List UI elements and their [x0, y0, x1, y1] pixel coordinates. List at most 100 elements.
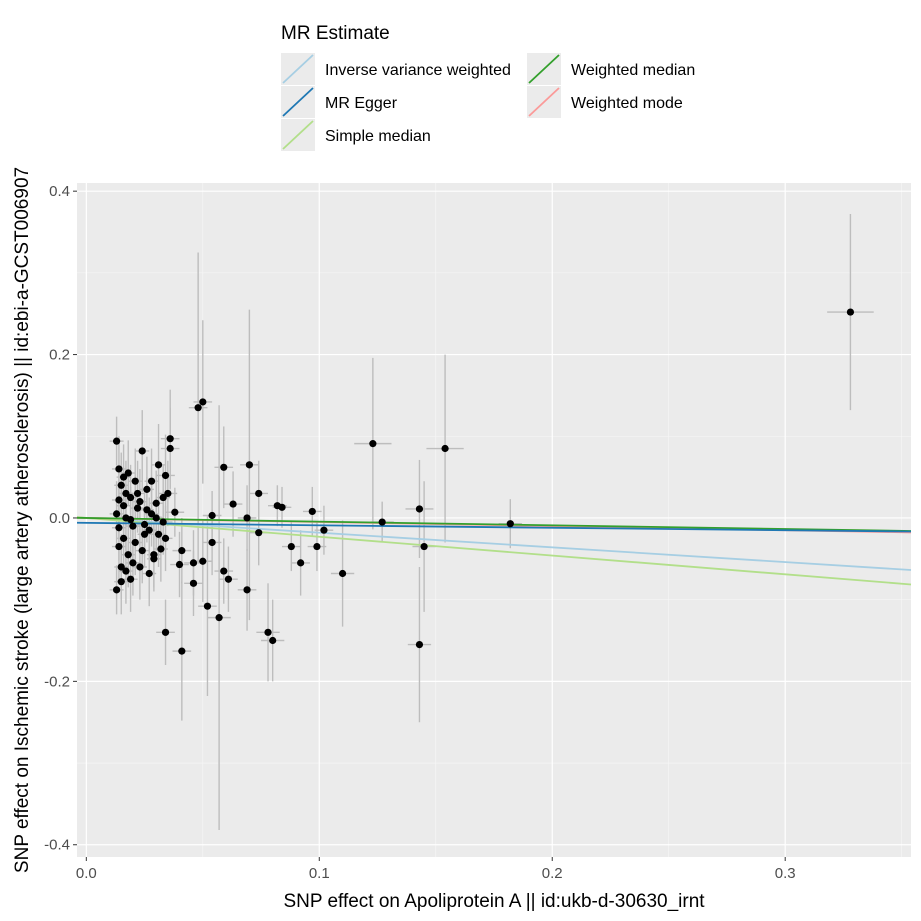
snp-point	[115, 496, 123, 504]
snp-point	[313, 542, 321, 551]
snp-point	[159, 518, 167, 526]
snp-point	[154, 461, 163, 469]
x-axis: 0.0 0.1 0.2 0.3	[76, 857, 796, 882]
snp-point	[150, 555, 158, 563]
snp-point	[136, 563, 144, 571]
snp-point	[338, 569, 347, 578]
snp-point	[113, 437, 121, 445]
snp-point	[115, 465, 123, 473]
y-axis-title: SNP effect on Ischemic stroke (large art…	[12, 167, 33, 873]
snp-point	[124, 551, 132, 559]
snp-point	[117, 578, 125, 586]
snp-point	[208, 538, 216, 547]
snp-point	[145, 569, 153, 578]
snp-point	[157, 545, 165, 553]
snp-point	[178, 647, 186, 655]
snp-point	[441, 444, 449, 453]
mr-estimate-lines	[76, 516, 912, 586]
snp-point	[846, 308, 855, 316]
snp-point	[133, 504, 142, 512]
minor-gridlines	[77, 183, 911, 857]
snp-point	[117, 563, 125, 571]
snp-point	[166, 435, 174, 443]
snp-point	[115, 542, 123, 551]
snp-point	[161, 534, 170, 542]
legend-line-swatch	[528, 87, 560, 117]
legend-item-inverse-variance-weighted: Inverse variance weighted	[281, 53, 511, 85]
snp-points	[113, 308, 855, 655]
snp-point	[129, 522, 137, 530]
legend-item-simple-median: Simple median	[281, 119, 431, 151]
snp-point	[147, 510, 156, 518]
snp-point	[171, 508, 179, 516]
snp-point	[194, 404, 202, 412]
legend-item-weighted-mode: Weighted mode	[527, 86, 683, 118]
legend-title: MR Estimate	[281, 23, 390, 44]
snp-point	[255, 489, 263, 498]
legend-label: Simple median	[325, 128, 431, 145]
snp-point	[131, 538, 139, 547]
snp-point	[269, 636, 277, 645]
major-gridlines	[77, 183, 911, 857]
legend-label: Inverse variance weighted	[325, 62, 511, 79]
snp-point	[115, 524, 123, 532]
snp-point	[287, 542, 295, 551]
snp-point	[378, 518, 386, 526]
snp-point	[124, 469, 132, 477]
legend-line-swatch	[528, 54, 560, 84]
snp-point	[189, 579, 198, 587]
y-tick-label: 0.0	[49, 510, 70, 527]
legend: MR Estimate Inverse variance weighted Wei…	[281, 23, 695, 151]
snp-point	[159, 493, 167, 502]
snp-point	[164, 489, 172, 498]
snp-point	[308, 507, 316, 516]
snp-point	[243, 514, 251, 522]
snp-point	[220, 463, 228, 471]
snp-point	[126, 493, 135, 502]
snp-point	[119, 473, 128, 481]
y-tick-label: 0.2	[49, 347, 70, 364]
snp-point	[229, 500, 237, 508]
y-tick-label: 0.4	[49, 183, 70, 200]
snp-point	[415, 640, 424, 649]
snp-point	[243, 586, 251, 594]
snp-point	[117, 481, 125, 489]
snp-point	[138, 547, 146, 555]
snp-point	[136, 498, 144, 506]
snp-point	[189, 559, 198, 567]
snp-point	[138, 447, 146, 455]
snp-point	[161, 471, 170, 480]
snp-point	[369, 440, 377, 448]
snp-point	[131, 477, 139, 485]
snp-point	[143, 485, 151, 493]
snp-point	[224, 575, 233, 583]
fit-line-weighted-median	[76, 516, 912, 532]
x-tick-label: 0.1	[309, 865, 330, 882]
snp-point	[320, 526, 328, 534]
snp-point	[140, 530, 149, 538]
snp-point	[255, 529, 263, 537]
snp-point	[245, 461, 253, 469]
y-tick-label: -0.2	[44, 673, 70, 690]
x-tick-label: 0.0	[76, 865, 97, 882]
snp-point	[506, 520, 514, 528]
snp-point	[152, 514, 160, 522]
snp-point	[203, 602, 212, 610]
snp-point	[166, 444, 174, 453]
snp-point	[119, 502, 128, 510]
snp-point	[208, 511, 216, 520]
snp-point	[143, 506, 151, 514]
x-tick-label: 0.3	[775, 865, 796, 882]
legend-label: MR Egger	[325, 95, 398, 112]
legend-item-weighted-median: Weighted median	[527, 53, 695, 85]
snp-point	[113, 510, 121, 518]
snp-point	[129, 559, 137, 567]
y-tick-label: -0.4	[44, 837, 70, 854]
fit-line-inverse-variance-weighted	[76, 516, 912, 571]
snp-point	[126, 575, 135, 583]
snp-point	[119, 534, 128, 542]
legend-line-swatch	[282, 87, 314, 117]
snp-point	[152, 499, 160, 507]
y-axis: -0.4 -0.2 0.0 0.2 0.4	[44, 183, 77, 854]
